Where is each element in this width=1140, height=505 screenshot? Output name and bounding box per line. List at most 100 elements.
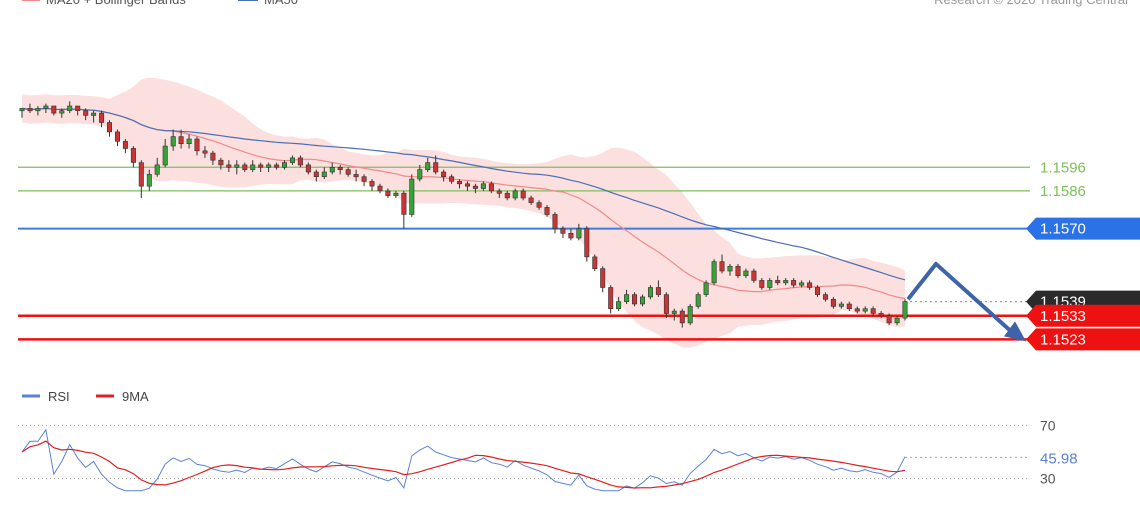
forecast-arrow-head: [1004, 321, 1026, 342]
candle-body: [878, 313, 884, 317]
candle-body: [226, 164, 232, 168]
candle-body: [679, 310, 685, 324]
level-lines: [18, 166, 1030, 341]
candle-body: [791, 280, 797, 286]
price-tag-label-1.1570: 1.1570: [1040, 221, 1086, 238]
candle-body: [194, 138, 200, 152]
candle-body: [862, 308, 868, 312]
candle-body: [67, 105, 73, 111]
candle-body: [624, 294, 630, 303]
candle-body: [854, 308, 860, 312]
candle-body: [886, 315, 892, 324]
candle-body: [27, 108, 33, 112]
candle-body: [472, 185, 478, 189]
candle-body: [250, 164, 256, 170]
candle-body: [822, 294, 828, 300]
candle-body: [719, 261, 725, 272]
candle-body: [520, 190, 526, 199]
candle-body: [799, 282, 805, 286]
candle-body: [417, 169, 423, 180]
candle-body: [616, 301, 622, 310]
candle-body: [512, 190, 518, 199]
candle-body: [202, 150, 208, 154]
candle-body: [711, 261, 717, 284]
candle-body: [313, 171, 319, 177]
candles: [19, 101, 908, 328]
candle-body: [584, 228, 590, 258]
candle-body: [504, 192, 510, 199]
price-tag-label-1.1586: 1.1586: [1040, 183, 1086, 200]
price-tag-label-1.1596: 1.1596: [1040, 159, 1086, 176]
candle-body: [647, 287, 653, 298]
candle-body: [281, 162, 287, 168]
candle-body: [783, 280, 789, 284]
candle-body: [266, 164, 272, 168]
candle-body: [329, 167, 335, 173]
candle-body: [496, 190, 502, 194]
candle-body: [337, 167, 343, 171]
candle-body: [91, 112, 97, 116]
legend-label-9ma: 9MA: [122, 389, 149, 404]
price-tag-label-1.1533: 1.1533: [1040, 308, 1086, 325]
candle-body: [75, 105, 81, 111]
candle-body: [456, 181, 462, 185]
candle-body: [297, 157, 303, 166]
candle-body: [130, 148, 136, 163]
candle-body: [345, 169, 351, 175]
rsi-legend: RSI 9MA: [22, 389, 149, 404]
candle-body: [695, 294, 701, 307]
candle-body: [377, 185, 383, 192]
price-tag-1.1523: [1026, 328, 1140, 351]
candle-body: [258, 164, 264, 168]
candle-body: [814, 287, 820, 295]
candle-body: [122, 141, 128, 149]
candle-body: [353, 174, 359, 178]
candle-body: [639, 296, 645, 305]
candle-body: [409, 178, 415, 215]
candle-body: [59, 110, 65, 114]
candle-body: [902, 301, 908, 319]
rsi-level-label-30: 30: [1040, 471, 1056, 487]
candle-body: [186, 138, 192, 144]
candle-body: [19, 108, 25, 112]
labels: MA20 + Bollinger Bands MA50 Research © 202…: [22, 0, 1140, 351]
price-panel: [18, 77, 1030, 348]
candle-body: [305, 164, 311, 173]
candle-body: [401, 192, 407, 215]
candle-body: [425, 162, 431, 171]
candle-body: [162, 145, 168, 166]
candle-body: [830, 298, 836, 307]
forecast-arrow: [906, 261, 1022, 341]
candle-body: [488, 183, 494, 192]
candle-body: [759, 280, 765, 288]
candle-body: [51, 105, 57, 114]
candle-body: [544, 207, 550, 215]
candle-body: [751, 270, 757, 281]
rsi-line: [21, 428, 906, 492]
candle-body: [687, 306, 693, 324]
candle-body: [154, 164, 160, 175]
candle-body: [361, 176, 367, 182]
candle-body: [480, 183, 486, 189]
price-tag-label-1.1523: 1.1523: [1040, 331, 1086, 348]
candle-body: [592, 256, 598, 269]
candle-body: [234, 164, 240, 168]
candle-body: [671, 310, 677, 314]
candle-body: [735, 265, 741, 276]
candle-body: [807, 282, 813, 288]
candle-body: [576, 228, 582, 239]
price-tag-1.1533: [1026, 304, 1140, 327]
candle-body: [536, 202, 542, 208]
candle-body: [178, 136, 184, 145]
candle-body: [35, 108, 41, 112]
candle-body: [560, 228, 566, 234]
candle-body: [894, 317, 900, 324]
main-legend: MA20 + Bollinger Bands MA50: [22, 0, 298, 7]
candle-body: [464, 183, 470, 187]
candle-body: [210, 152, 216, 161]
candle-body: [242, 164, 248, 170]
candle-body: [608, 287, 614, 310]
candle-body: [528, 197, 534, 203]
